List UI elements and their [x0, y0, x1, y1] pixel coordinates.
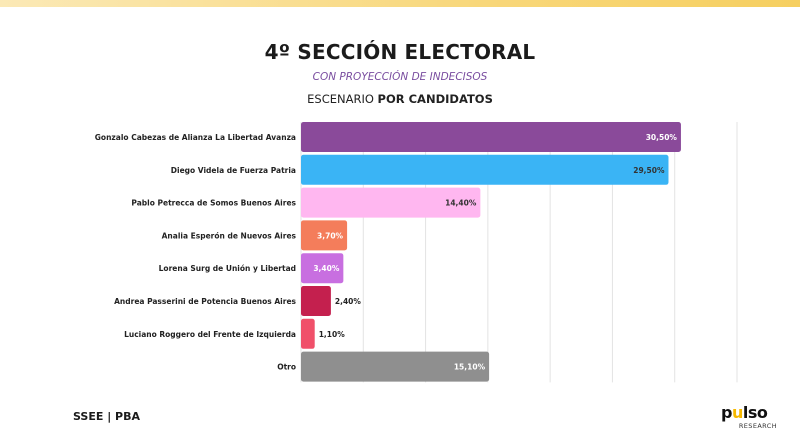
data-label: 30,50%: [646, 133, 678, 142]
data-label: 3,40%: [313, 264, 340, 273]
bar-group: Diego Videla de Fuerza Patria 29,50%: [171, 154, 669, 185]
bar: [301, 286, 331, 316]
logo-subtext: RESEARCH: [738, 422, 777, 430]
bar-group: Andrea Passerini de Potencia Buenos Aire…: [114, 286, 361, 316]
category-label: Otro: [277, 363, 296, 372]
data-label: 15,10%: [454, 363, 486, 372]
category-label: Lorena Surg de Unión y Libertad: [159, 264, 296, 273]
top-accent-strip: [0, 0, 800, 7]
category-label: Analia Esperón de Nuevos Aires: [162, 231, 297, 240]
category-label: Andrea Passerini de Potencia Buenos Aire…: [114, 297, 296, 306]
scenario-prefix: ESCENARIO: [307, 92, 378, 106]
data-label: 29,50%: [633, 166, 665, 175]
data-label: 2,40%: [335, 297, 362, 306]
chart-subtitle: CON PROYECCIÓN DE INDECISOS: [312, 71, 488, 83]
category-label: Diego Videla de Fuerza Patria: [171, 166, 296, 175]
bar-group: Gonzalo Cabezas de Alianza La Libertad A…: [95, 122, 681, 152]
bar: [301, 122, 681, 152]
scenario-bold: POR CANDIDATOS: [377, 92, 493, 106]
data-label: 14,40%: [445, 199, 477, 208]
bar-group: Pablo Petrecca de Somos Buenos Aires 14,4…: [131, 187, 481, 218]
chart-title: 4º SECCIÓN ELECTORAL: [264, 40, 536, 64]
category-label: Gonzalo Cabezas de Alianza La Libertad A…: [95, 133, 296, 142]
bar: [301, 187, 481, 218]
bar-group: Luciano Roggero del Frente de Izquierda 1…: [124, 318, 346, 349]
data-label: 3,70%: [317, 231, 344, 240]
bar: [301, 318, 315, 349]
pulso-research-logo: pulso RESEARCH: [721, 404, 781, 434]
footer-section-label: SSEE | PBA: [73, 410, 141, 423]
category-label: Pablo Petrecca de Somos Buenos Aires: [131, 199, 296, 208]
bar: [301, 220, 348, 251]
bar-group: Analia Esperón de Nuevos Aires 3,70%: [162, 220, 348, 251]
bar: [301, 351, 490, 382]
category-label: Luciano Roggero del Frente de Izquierda: [124, 330, 296, 339]
logo-wordmark: pulso: [721, 403, 768, 422]
scenario-line: ESCENARIO POR CANDIDATOS: [0, 92, 800, 106]
bar-group: Otro 15,10%: [277, 351, 490, 382]
data-label: 1,10%: [319, 330, 346, 339]
bar: [301, 253, 344, 284]
bar: [301, 154, 669, 185]
bar-group: Lorena Surg de Unión y Libertad 3,40%: [159, 253, 344, 284]
